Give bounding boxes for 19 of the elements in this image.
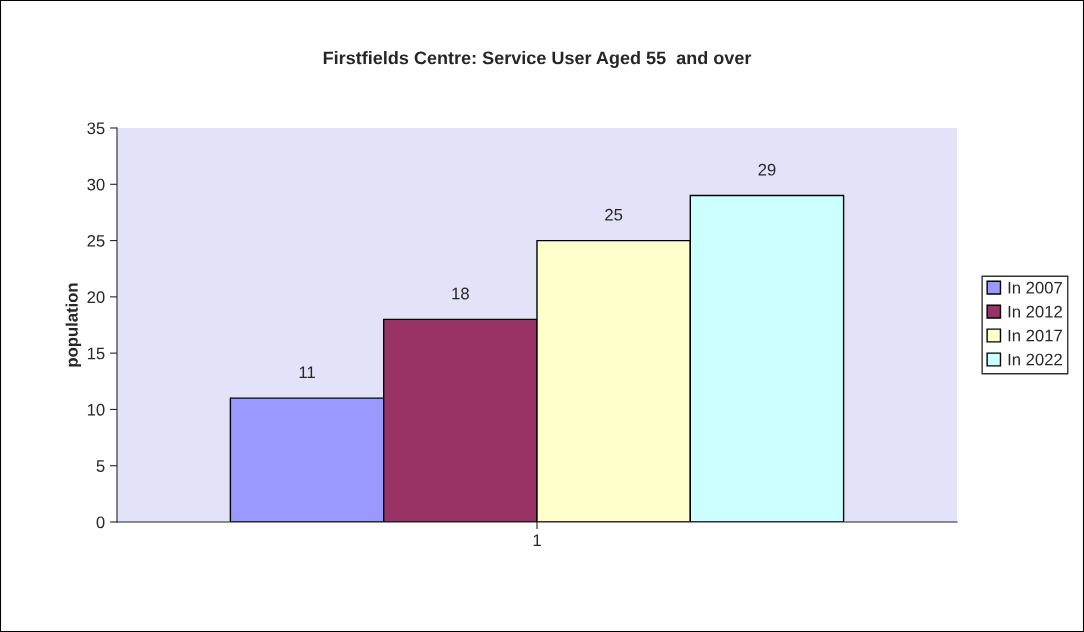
legend-label: In 2012: [1008, 305, 1062, 318]
y-tick-label: 15: [87, 347, 105, 360]
y-tick-label: 30: [87, 178, 105, 191]
legend-label: In 2022: [1008, 353, 1062, 366]
y-tick-label: 20: [87, 291, 105, 304]
data-label: 25: [605, 208, 623, 221]
y-tick-label: 0: [96, 516, 105, 529]
data-label: 29: [758, 163, 776, 176]
data-label: 11: [299, 366, 315, 379]
legend-label: In 2007: [1008, 281, 1062, 294]
data-label: 18: [452, 287, 469, 300]
chart-title: Firstfields Centre: Service User Aged 55 and over: [323, 51, 752, 68]
legend-label: In 2017: [1008, 329, 1062, 342]
x-tick-label: 1: [533, 534, 541, 546]
y-tick-label: 10: [87, 403, 105, 416]
y-tick-label: 5: [96, 460, 105, 472]
y-axis-title: population: [65, 283, 82, 367]
y-tick-label: 35: [87, 122, 105, 135]
y-tick-label: 25: [87, 234, 105, 247]
